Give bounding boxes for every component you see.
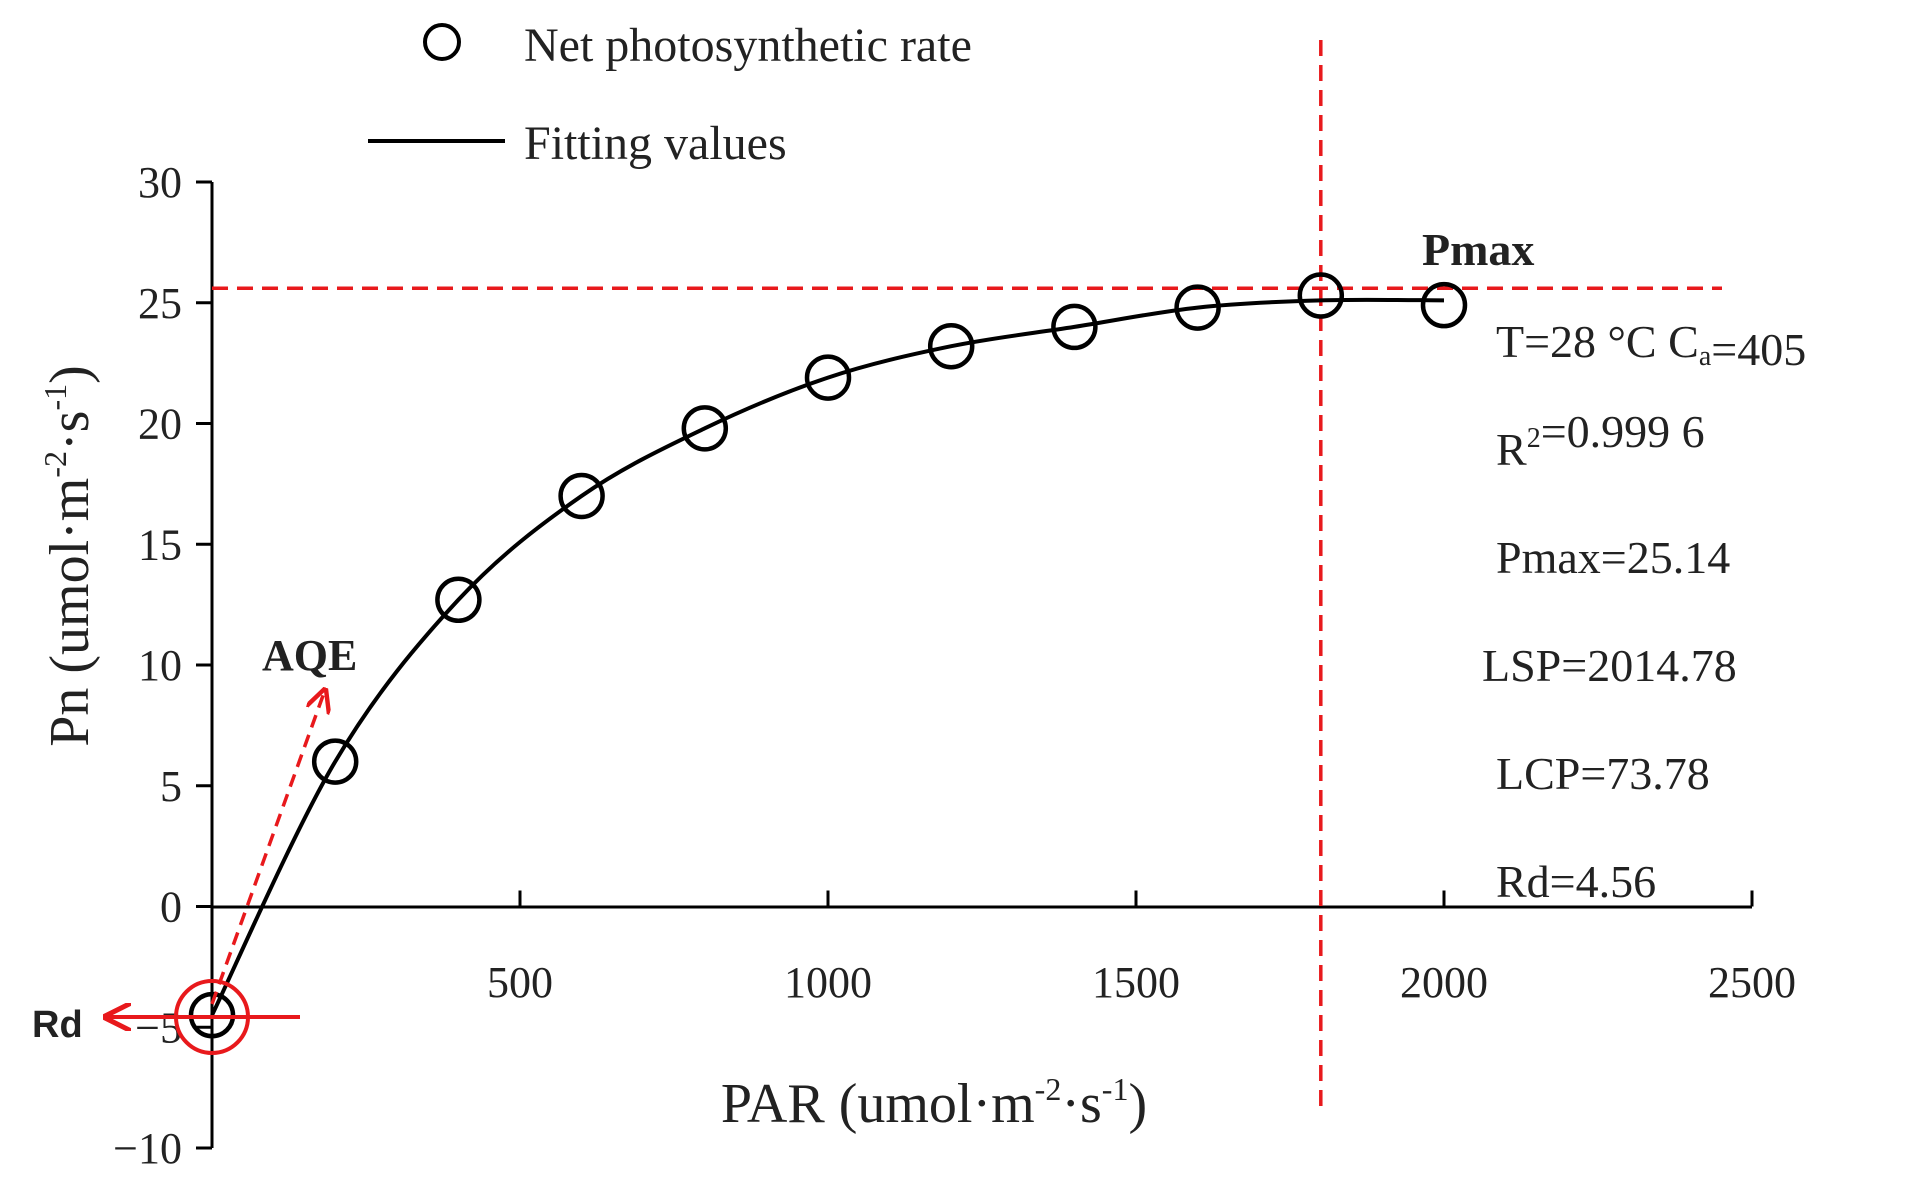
y-tick-label: 0 (160, 883, 182, 932)
y-axis-title-mid: ·s (39, 411, 101, 451)
data-point (558, 472, 605, 520)
data-point (1051, 303, 1098, 351)
aqe-arrow-line (210, 690, 325, 1005)
y-tick-label: −5 (135, 1003, 182, 1052)
y-tick-label: 10 (138, 641, 182, 690)
param-pmax: Pmax=25.14 (1496, 532, 1730, 583)
data-point (1420, 281, 1468, 329)
rd-label: Rd (32, 1004, 83, 1046)
param-rd: Rd=4.56 (1496, 856, 1656, 907)
data-point (927, 322, 975, 370)
x-axis-title-sup1: -2 (1035, 1071, 1062, 1107)
y-axis-title: Pn (umol·m-2·s-1) (37, 365, 101, 747)
x-axis-title-sup2: -1 (1102, 1071, 1129, 1107)
x-tick-label: 1000 (784, 958, 872, 1007)
param-temp: T=28 °C Ca=405 (1496, 316, 1806, 375)
data-point (311, 738, 359, 785)
data-point (1174, 284, 1221, 331)
aqe-label: AQE (262, 631, 357, 680)
y-axis-title-end: ) (39, 365, 101, 384)
y-tick-label: 30 (138, 158, 182, 207)
x-ticks: 500 1000 1500 2000 2500 (487, 890, 1796, 1007)
data-point (804, 354, 852, 401)
legend-label-fitting-values: Fitting values (524, 117, 787, 170)
x-tick-label: 500 (487, 958, 553, 1007)
y-ticks: −10 −5 0 5 10 15 20 25 30 (113, 158, 212, 1173)
x-axis-title-main: PAR (umol·m (721, 1073, 1035, 1135)
legend-marker-net-photosynthetic (423, 23, 461, 61)
aqe-arrow (210, 690, 325, 1005)
axes: −10 −5 0 5 10 15 20 25 30 500 1000 1500 2000 2500 (113, 158, 1796, 1173)
legend: Net photosynthetic rate Fitting values (368, 19, 972, 170)
data-point (435, 576, 482, 624)
y-tick-label: 15 (138, 520, 182, 569)
data-point (681, 405, 729, 452)
param-lsp: LSP=2014.78 (1482, 640, 1737, 691)
x-tick-label: 1500 (1092, 958, 1180, 1007)
legend-label-net-photosynthetic: Net photosynthetic rate (524, 19, 972, 72)
x-axis-title-end: ) (1128, 1073, 1147, 1135)
data-markers (188, 272, 1468, 1039)
y-axis-title-sup1: -2 (37, 451, 73, 478)
y-axis-title-main: Pn (umol·m (39, 478, 101, 747)
data-point (1297, 272, 1345, 319)
x-tick-label: 2500 (1708, 958, 1796, 1007)
rd-marker (106, 979, 300, 1055)
param-lcp: LCP=73.78 (1496, 748, 1710, 799)
x-tick-label: 2000 (1400, 958, 1488, 1007)
y-tick-label: 25 (138, 279, 182, 328)
y-tick-label: −10 (113, 1124, 182, 1173)
x-axis-title-mid: ·s (1061, 1073, 1101, 1135)
fit-parameters: T=28 °C Ca=405 R2=0.999 6 Pmax=25.14 LSP=20… (1482, 316, 1806, 907)
param-r2: R2=0.999 6 (1496, 406, 1705, 475)
y-tick-label: 5 (160, 762, 182, 811)
pmax-label: Pmax (1422, 224, 1534, 275)
y-axis-title-sup2: -1 (37, 384, 73, 411)
x-axis-title: PAR (umol·m-2·s-1) (721, 1071, 1147, 1135)
y-tick-label: 20 (138, 400, 182, 449)
